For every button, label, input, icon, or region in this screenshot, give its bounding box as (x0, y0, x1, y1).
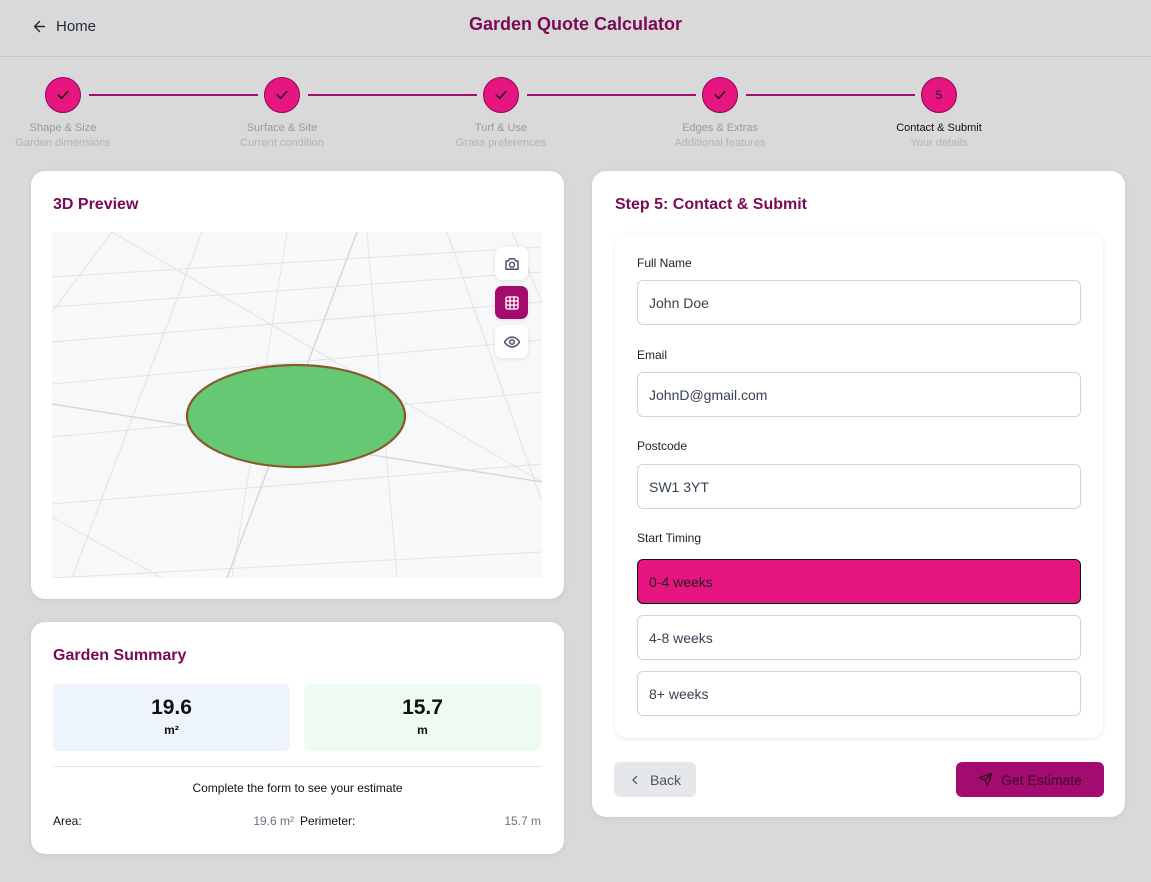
grid-toggle-button[interactable] (495, 286, 528, 319)
step-title: Contact & Submit (896, 122, 982, 134)
step-2-circle[interactable] (264, 77, 300, 113)
step-title: Surface & Site (246, 122, 318, 134)
lawn-shape (185, 363, 407, 469)
header-bar: Home Garden Quote Calculator (0, 0, 1151, 57)
step-subtitle: Current condition (240, 137, 324, 149)
summary-divider (53, 766, 542, 767)
step-subtitle: Grass preferences (455, 137, 547, 149)
full-name-input[interactable] (637, 280, 1081, 325)
area-text: 19.6 m² (253, 814, 294, 828)
send-icon (978, 772, 993, 787)
estimate-note: Complete the form to see your estimate (192, 781, 403, 795)
home-label: Home (56, 17, 97, 35)
back-button[interactable]: Back (614, 762, 696, 797)
preview-card: 3D Preview (31, 171, 564, 599)
step-connector (527, 94, 696, 96)
summary-card: Garden Summary 19.6 m² 15.7 m Complete t… (31, 622, 564, 854)
timing-label: Start Timing (637, 531, 702, 545)
step-title: Shape & Size (29, 122, 97, 134)
area-unit: m² (164, 723, 179, 737)
eye-icon (503, 335, 520, 348)
step-title: Edges & Extras (682, 122, 758, 134)
check-icon (57, 90, 69, 100)
step-subtitle: Additional features (674, 137, 766, 149)
page-title: Garden Quote Calculator (468, 14, 683, 34)
postcode-label: Postcode (637, 439, 688, 453)
grid-icon (504, 295, 519, 310)
step-4-circle[interactable] (702, 77, 738, 113)
step-title: Turf & Use (474, 122, 528, 134)
view-toggle-button[interactable] (495, 325, 528, 358)
perimeter-value: 15.7 (402, 696, 443, 719)
get-estimate-button[interactable]: Get Estimate (956, 762, 1104, 797)
summary-title: Garden Summary (53, 647, 187, 664)
step-5-label: Contact & Submit Your details (859, 121, 1019, 151)
step-connector (746, 94, 915, 96)
preview-title: 3D Preview (53, 196, 139, 213)
check-icon (276, 90, 288, 100)
contact-card: Step 5: Contact & Submit Full Name Email… (592, 171, 1125, 817)
screenshot-button[interactable] (495, 247, 528, 280)
ground-grid (52, 232, 542, 578)
back-label: Back (649, 771, 682, 788)
perimeter-label: Perimeter: (300, 814, 356, 828)
step-4-label: Edges & Extras Additional features (640, 121, 800, 151)
area-label: Area: (53, 814, 82, 828)
area-value: 19.6 (151, 696, 192, 719)
perimeter-unit: m (417, 723, 428, 737)
check-icon (714, 90, 726, 100)
step-connector (89, 94, 258, 96)
full-name-label: Full Name (637, 256, 692, 270)
arrow-left-icon (33, 20, 46, 32)
step-subtitle: Your details (910, 137, 968, 149)
camera-icon (504, 257, 519, 270)
home-link[interactable]: Home (31, 15, 96, 37)
email-input[interactable] (637, 372, 1081, 417)
form-title: Step 5: Contact & Submit (615, 196, 808, 213)
perimeter-stat: 15.7 m (304, 684, 541, 751)
chevron-left-icon (632, 775, 638, 784)
step-2-label: Surface & Site Current condition (202, 121, 362, 151)
area-stat: 19.6 m² (53, 684, 290, 751)
email-label: Email (637, 348, 668, 362)
timing-option-0-4-weeks[interactable]: 0-4 weeks (637, 559, 1081, 604)
3d-viewport[interactable] (52, 232, 542, 578)
timing-option-8-plus-weeks[interactable]: 8+ weeks (637, 671, 1081, 716)
step-3-circle[interactable] (483, 77, 519, 113)
get-estimate-label: Get Estimate (1001, 771, 1082, 788)
step-5-circle[interactable]: 5 (921, 77, 957, 113)
timing-option-4-8-weeks[interactable]: 4-8 weeks (637, 615, 1081, 660)
step-connector (308, 94, 477, 96)
perimeter-text: 15.7 m (504, 814, 541, 828)
contact-form: Full Name Email Postcode Start Timing 0-… (615, 233, 1103, 738)
step-1-label: Shape & Size Garden dimensions (0, 121, 143, 151)
postcode-input[interactable] (637, 464, 1081, 509)
step-3-label: Turf & Use Grass preferences (421, 121, 581, 151)
check-icon (495, 90, 507, 100)
step-subtitle: Garden dimensions (15, 137, 111, 149)
step-1-circle[interactable] (45, 77, 81, 113)
